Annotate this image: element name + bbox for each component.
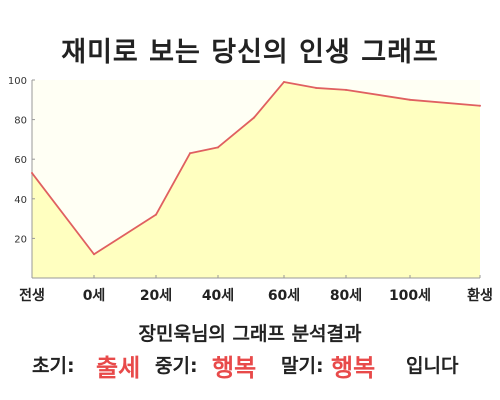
data-point [155, 213, 157, 216]
x-tick-label: 전생 [19, 287, 45, 304]
data-point [253, 116, 255, 119]
y-tick-label: 20 [14, 234, 27, 245]
data-point [93, 253, 95, 256]
y-tick-label: 60 [14, 155, 27, 166]
mid-label: 중기: [155, 355, 198, 377]
data-point [345, 88, 347, 91]
late-value: 행복 [331, 354, 376, 382]
x-tick-label: 20세 [140, 288, 172, 304]
result-subtitle: 장민욱님의 그래프 분석결과 [138, 323, 362, 345]
data-point [31, 172, 33, 175]
page-title: 재미로 보는 당신의 인생 그래프 [61, 37, 439, 68]
x-tick-label: 40세 [202, 288, 234, 304]
data-point [409, 98, 411, 101]
data-point [479, 104, 481, 107]
data-point [283, 80, 285, 83]
result-suffix: 입니다 [406, 355, 459, 377]
x-tick-label: 환생 [467, 287, 493, 304]
x-tick-label: 60세 [268, 288, 300, 304]
early-value: 출세 [96, 354, 141, 382]
data-point [189, 152, 191, 155]
result-line: 초기: 출세 중기: 행복 말기: 행복 입니다 [0, 348, 500, 382]
late-label: 말기: [281, 355, 324, 377]
y-tick-label: 80 [14, 116, 27, 127]
life-graph-chart: 20 40 60 80 100 전생 0세 20세 40세 60세 80세 100세 환생 [8, 76, 493, 304]
x-tick-label: 100세 [389, 288, 431, 304]
y-tick-label: 40 [14, 195, 27, 206]
area-fill [32, 81, 480, 278]
data-point [315, 86, 317, 89]
y-tick-label: 100 [8, 76, 27, 87]
mid-value: 행복 [212, 354, 257, 382]
early-label: 초기: [32, 355, 75, 377]
x-tick-label: 80세 [330, 288, 362, 304]
x-tick-label: 0세 [83, 288, 106, 304]
data-point [217, 146, 219, 149]
